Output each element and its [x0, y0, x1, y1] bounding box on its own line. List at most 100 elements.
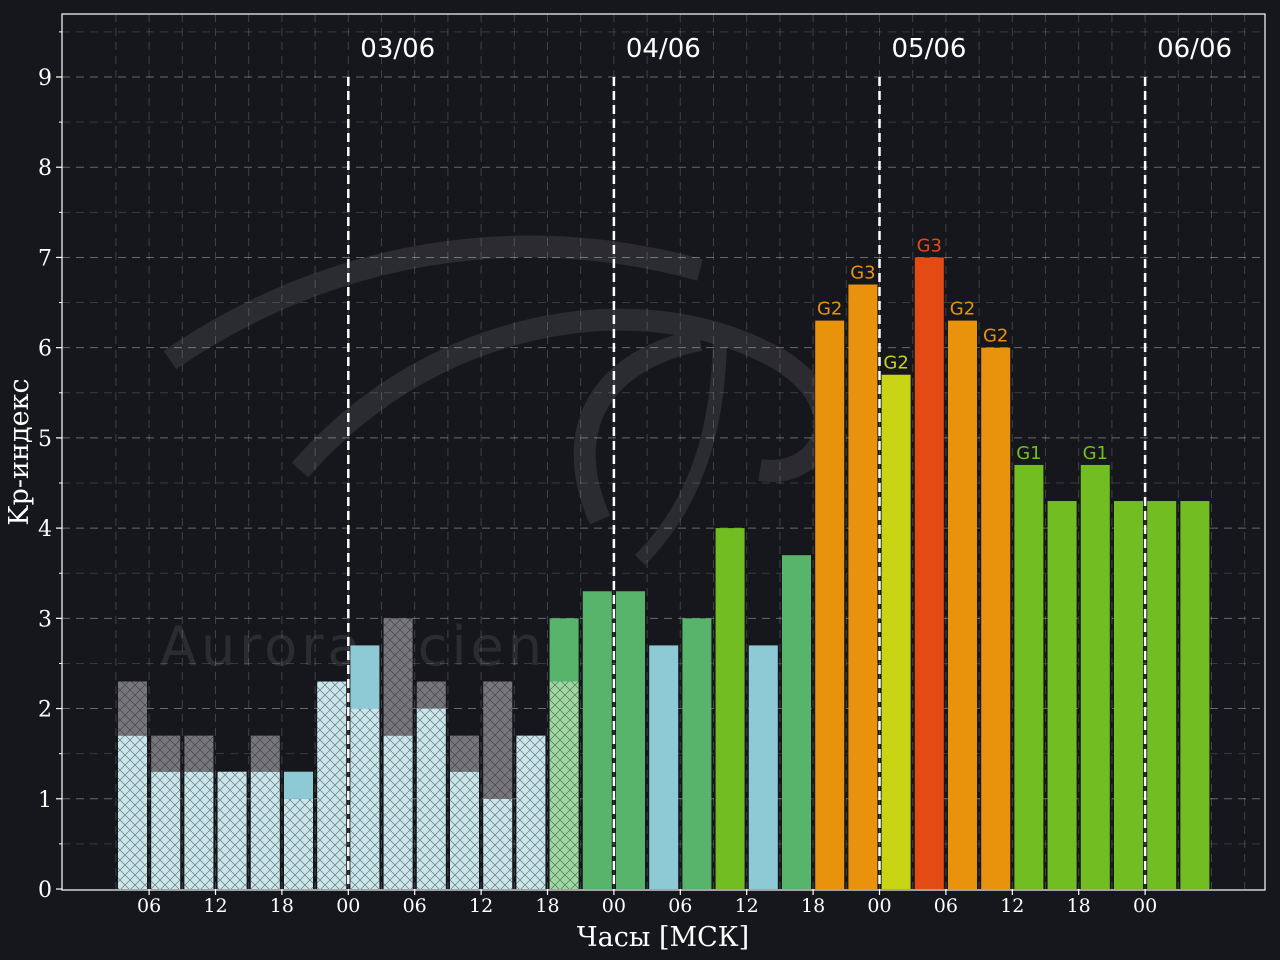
- bar-lower-hatch: [151, 771, 181, 889]
- y-tick-label: 2: [38, 698, 52, 723]
- bar: [649, 645, 679, 889]
- bar: [317, 681, 347, 889]
- bar: [914, 257, 944, 889]
- x-tick-label: 00: [602, 895, 626, 917]
- bar-lower-hatch: [549, 681, 579, 889]
- x-tick-label: 12: [735, 895, 759, 917]
- bar: [1014, 464, 1044, 889]
- x-tick-label: 18: [801, 895, 825, 917]
- bar-upper: [350, 645, 380, 709]
- storm-level-label: G2: [983, 326, 1008, 347]
- bar-fill: [748, 645, 778, 889]
- bar: [383, 618, 413, 889]
- y-tick-label: 5: [38, 427, 52, 452]
- bar-upper-hatch: [450, 735, 479, 772]
- bar: [682, 618, 712, 889]
- x-tick-label: 06: [934, 895, 958, 917]
- bar-fill: [682, 618, 712, 889]
- bar: [151, 735, 181, 889]
- bar: [416, 681, 446, 889]
- bar-fill: [914, 257, 944, 889]
- date-label: 03/06: [360, 34, 435, 64]
- bar: [350, 645, 380, 889]
- bar-fill: [1014, 464, 1044, 889]
- x-tick-label: 18: [1067, 895, 1091, 917]
- bar-lower-hatch: [350, 708, 380, 889]
- date-label: 05/06: [892, 34, 967, 64]
- storm-level-label: G1: [1083, 443, 1108, 464]
- bar: [616, 591, 645, 889]
- x-tick-label: 12: [469, 895, 493, 917]
- bar-lower-hatch: [250, 771, 280, 889]
- bar-fill: [815, 320, 845, 890]
- bar: [848, 284, 878, 889]
- x-tick-label: 00: [336, 895, 360, 917]
- bar-lower-hatch: [383, 735, 413, 889]
- y-tick-label: 7: [38, 246, 52, 271]
- storm-level-label: G2: [950, 299, 975, 320]
- x-tick-label: 00: [1133, 895, 1157, 917]
- x-tick-label: 12: [203, 895, 227, 917]
- bar: [184, 735, 214, 889]
- bar-lower-hatch: [416, 708, 446, 889]
- x-axis-label: Часы [МСК]: [577, 922, 749, 953]
- storm-level-label: G2: [883, 353, 908, 374]
- x-tick-label: 00: [867, 895, 891, 917]
- bar-fill: [1047, 501, 1077, 889]
- bar-fill: [948, 320, 977, 890]
- bar: [948, 320, 977, 890]
- storm-level-label: G3: [850, 263, 875, 284]
- bars: [118, 257, 1210, 890]
- bar: [1180, 501, 1210, 889]
- bar: [1080, 464, 1110, 889]
- bar-fill: [981, 347, 1011, 890]
- bar-fill: [715, 528, 745, 889]
- bar: [118, 681, 147, 889]
- bar-upper-hatch: [151, 735, 181, 772]
- bar-lower-hatch: [284, 798, 313, 889]
- bar-fill: [1180, 501, 1210, 889]
- bar-upper: [549, 618, 579, 682]
- bar: [748, 645, 778, 889]
- bar: [582, 591, 612, 889]
- bar: [881, 374, 911, 889]
- day-dividers: 03/06 04/06 05/06 06/06: [347, 34, 1232, 889]
- y-tick-label: 1: [38, 788, 52, 813]
- bar-fill: [1114, 501, 1143, 889]
- x-tick-label: 18: [270, 895, 294, 917]
- bar-fill: [881, 374, 911, 889]
- bar: [450, 735, 479, 889]
- storm-level-label: G2: [817, 299, 842, 320]
- bar-fill: [1080, 464, 1110, 889]
- plot-frame: [61, 13, 1266, 891]
- bar: [1147, 501, 1177, 889]
- y-axis-label: Kp-индекс: [4, 378, 35, 525]
- x-tick-label: 06: [668, 895, 692, 917]
- x-tick-label: 06: [137, 895, 161, 917]
- y-tick-label: 8: [38, 156, 52, 181]
- bar-upper: [284, 771, 313, 799]
- y-tick-label: 9: [38, 66, 52, 91]
- storm-level-label: G3: [917, 235, 942, 256]
- bar-upper-hatch: [118, 681, 147, 736]
- bar: [217, 771, 247, 889]
- date-label: 04/06: [626, 34, 701, 64]
- date-label: 06/06: [1157, 34, 1232, 64]
- bar-fill: [649, 645, 679, 889]
- x-tick-label: 12: [1000, 895, 1024, 917]
- bar-lower-hatch: [118, 735, 147, 889]
- bar: [1047, 501, 1077, 889]
- bar: [483, 681, 513, 889]
- bar-lower-hatch: [483, 798, 513, 889]
- bar: [549, 618, 579, 889]
- y-tick-label: 6: [38, 337, 52, 362]
- y-tick-label: 4: [38, 517, 52, 542]
- bar-fill: [782, 555, 811, 889]
- x-axis-ticks: 06 12 18 00 06 12 18 00 06 12 18 00 06 12 18 00: [137, 889, 1157, 917]
- y-axis-ticks: 0 1 2 3 4 5 6 7 8 9: [38, 31, 62, 903]
- x-tick-label: 18: [535, 895, 559, 917]
- x-tick-label: 06: [403, 895, 427, 917]
- bar: [782, 555, 811, 889]
- storm-level-label: G1: [1016, 443, 1041, 464]
